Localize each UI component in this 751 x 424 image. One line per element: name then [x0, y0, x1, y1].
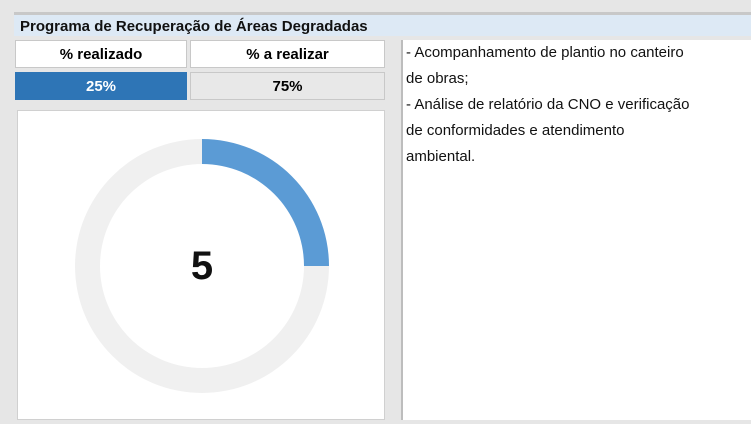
value-cell: 75%	[190, 72, 385, 100]
center-label: 5	[191, 244, 213, 288]
notes: - Acompanhamento de plantio no canteiro d…	[401, 40, 751, 420]
header-cell: % a realizar	[190, 40, 385, 68]
title-bar: Programa de Recuperação de Áreas Degrada…	[14, 12, 751, 36]
note-line: ambiental.	[406, 148, 476, 165]
donut-segment	[202, 139, 329, 266]
dashboard: {"title": "Programa de Recuperação de Ár…	[14, 12, 751, 420]
chart-panel: 5	[17, 110, 385, 420]
note-line: - Análise de relatório da CNO e verifica…	[406, 96, 690, 113]
note-line: - Acompanhamento de plantio no canteiro	[406, 44, 684, 61]
value-cell: 25%	[15, 72, 187, 100]
note-line: de obras;	[406, 70, 469, 87]
note-line: de conformidades e atendimento	[406, 122, 625, 139]
donut-chart: 5	[75, 139, 329, 393]
header-cell: % realizado	[15, 40, 187, 68]
